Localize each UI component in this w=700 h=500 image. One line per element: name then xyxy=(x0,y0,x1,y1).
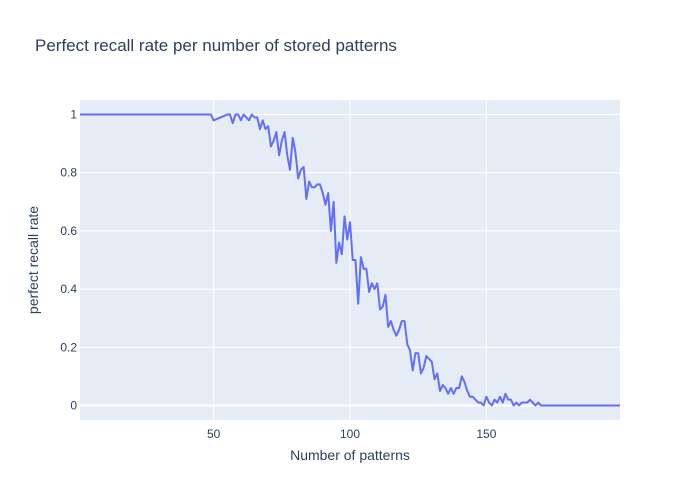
x-tick-label: 50 xyxy=(207,427,221,441)
y-axis-label: perfect recall rate xyxy=(25,206,41,314)
chart-title: Perfect recall rate per number of stored… xyxy=(35,36,397,55)
y-tick-label: 0.4 xyxy=(60,282,77,296)
y-tick-label: 0.2 xyxy=(60,340,77,354)
y-tick-label: 1 xyxy=(70,108,77,122)
y-tick-labels: 0 0.2 0.4 0.6 0.8 1 xyxy=(60,108,77,413)
x-tick-label: 100 xyxy=(340,427,360,441)
series-line[interactable] xyxy=(80,113,620,407)
x-tick-labels: 50 100 150 xyxy=(207,427,497,441)
x-tick-label: 150 xyxy=(476,427,496,441)
grid-x xyxy=(213,100,487,420)
y-tick-label: 0.6 xyxy=(60,224,77,238)
y-tick-label: 0 xyxy=(70,398,77,412)
x-axis-label: Number of patterns xyxy=(290,447,410,463)
y-tick-label: 0.8 xyxy=(60,166,77,180)
